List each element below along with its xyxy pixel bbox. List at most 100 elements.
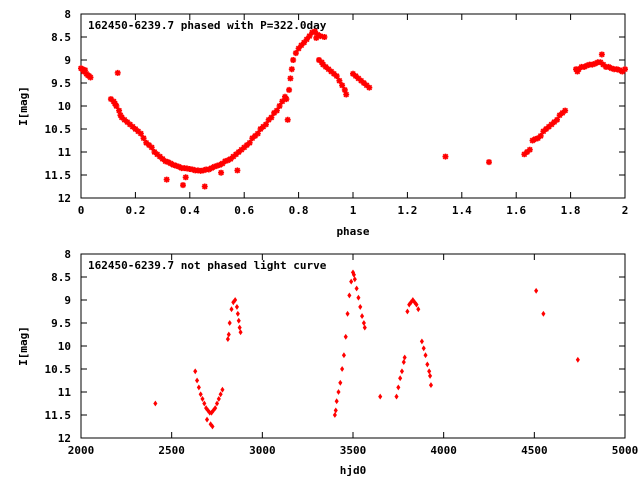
data-point (328, 68, 335, 75)
x-axis: 2000 2500 3000 3500 4000 4500 5000 (68, 254, 638, 457)
data-point (320, 61, 327, 68)
data-point (317, 33, 324, 40)
data-point (362, 324, 367, 331)
data-point (229, 306, 234, 313)
x-tick-label: 1.8 (561, 204, 581, 217)
data-point (622, 66, 628, 73)
data-point (597, 59, 604, 66)
x-tick-label: 0 (78, 204, 85, 217)
data-point (233, 297, 238, 303)
data-point (143, 139, 150, 146)
data-point (271, 109, 278, 116)
data-point (236, 317, 241, 324)
data-point (356, 294, 361, 301)
y-tick-label: 12 (58, 192, 71, 205)
data-point (592, 60, 599, 67)
data-point (341, 352, 346, 359)
data-point (336, 77, 343, 84)
data-point (225, 336, 230, 343)
x-tick-label: 2000 (68, 444, 95, 457)
data-point (343, 91, 350, 98)
plot-frame (80, 13, 626, 199)
data-point (343, 333, 348, 340)
data-point (575, 356, 580, 363)
data-point (363, 82, 370, 89)
data-point (298, 42, 305, 49)
data-point (216, 161, 223, 168)
data-point (154, 151, 161, 158)
data-point (121, 116, 128, 123)
data-point (82, 67, 89, 74)
data-point (238, 329, 243, 336)
data-point (352, 73, 359, 80)
data-point (252, 132, 259, 139)
x-tick-label: 0.8 (289, 204, 309, 217)
data-point (230, 153, 237, 160)
data-point (351, 271, 356, 278)
data-point (581, 63, 588, 70)
x-axis-label: phase (336, 225, 369, 238)
data-point (200, 167, 207, 174)
y-tick-label: 8.5 (51, 271, 71, 284)
data-point (288, 66, 295, 73)
data-point (361, 320, 366, 326)
data-point (301, 39, 308, 46)
data-point (360, 80, 367, 86)
data-point (354, 285, 359, 292)
data-point (616, 67, 623, 74)
data-point (202, 400, 207, 407)
data-point (233, 151, 240, 158)
chart-title: 162450-6239.7 phased with P=322.0day (88, 19, 327, 32)
data-point (189, 166, 196, 173)
y-axis: 8 8.5 9 9.5 10 10.5 11 11.5 12 (45, 8, 625, 205)
data-point (286, 86, 293, 93)
data-point (608, 65, 615, 72)
data-point (151, 149, 158, 155)
data-point (129, 123, 136, 130)
data-point (218, 169, 225, 176)
y-tick-label: 10.5 (45, 363, 72, 376)
data-point (165, 159, 172, 166)
data-point (350, 70, 356, 77)
data-point (216, 395, 221, 402)
data-point (292, 50, 299, 57)
data-point (613, 66, 620, 73)
y-tick-label: 11 (58, 146, 72, 159)
data-point (140, 135, 147, 142)
data-point (341, 86, 348, 93)
data-point (303, 36, 310, 43)
data-point (330, 70, 337, 77)
data-point (153, 400, 158, 407)
phased-light-curve-panel: 162450-6239.7 phased with P=322.0day 0 0.… (17, 8, 628, 238)
data-point (345, 310, 350, 317)
data-point (116, 107, 123, 114)
data-point (218, 391, 223, 398)
data-point (214, 400, 220, 407)
data-point (254, 130, 261, 137)
data-point (336, 389, 341, 395)
data-point (162, 158, 169, 165)
data-point (159, 155, 166, 162)
data-point (226, 331, 231, 338)
data-point (399, 368, 405, 375)
data-point (575, 66, 582, 73)
data-point (262, 121, 269, 128)
data-point (524, 149, 531, 155)
data-point (537, 132, 544, 139)
data-point (156, 153, 163, 160)
data-point (284, 116, 291, 123)
data-point (126, 121, 133, 128)
y-tick-label: 10.5 (45, 123, 72, 136)
data-point (540, 128, 547, 135)
data-point (265, 116, 272, 123)
data-point (173, 162, 180, 169)
data-point (360, 313, 365, 320)
data-point (148, 144, 155, 151)
data-point (333, 407, 338, 414)
chart-title: 162450-6239.7 not phased light curve (88, 259, 327, 272)
data-point (583, 62, 590, 69)
data-point (619, 68, 626, 75)
y-axis: 8 8.5 9 9.5 10 10.5 11 11.5 12 (45, 248, 625, 445)
x-tick-label: 0.6 (234, 204, 254, 217)
data-point (605, 63, 612, 70)
